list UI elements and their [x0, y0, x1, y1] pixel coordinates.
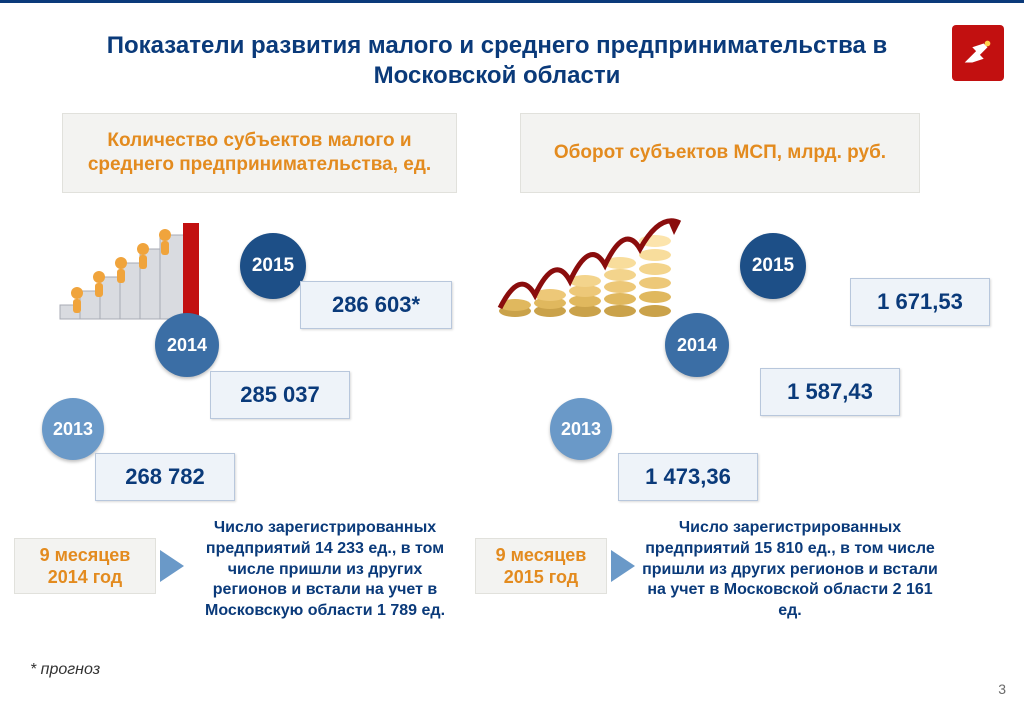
page-number: 3	[998, 681, 1006, 697]
left-value-2013: 268 782	[95, 453, 235, 501]
left-card-title: Количество субъектов малого и среднего п…	[62, 113, 457, 193]
right-card-title: Оборот субъектов МСП, млрд. руб.	[520, 113, 920, 193]
left-year-2015: 2015	[240, 233, 306, 299]
period-2014-label: 9 месяцев 2014 год	[14, 538, 156, 594]
right-value-2013: 1 473,36	[618, 453, 758, 501]
right-year-2014: 2014	[665, 313, 729, 377]
left-year-2013: 2013	[42, 398, 104, 460]
region-crest	[952, 25, 1004, 81]
arrow-icon	[160, 550, 184, 582]
illustration-coins-growth	[490, 213, 690, 323]
illustration-stairs	[55, 213, 215, 323]
left-year-2014: 2014	[155, 313, 219, 377]
left-value-2015: 286 603*	[300, 281, 452, 329]
right-value-2015: 1 671,53	[850, 278, 990, 326]
slide-title: Показатели развития малого и среднего пр…	[60, 31, 934, 91]
right-value-2014: 1 587,43	[760, 368, 900, 416]
period-2015-label: 9 месяцев 2015 год	[475, 538, 607, 594]
period-2014-note: Число зарегистрированных предприятий 14 …	[190, 518, 460, 622]
period-2015-note: Число зарегистрированных предприятий 15 …	[640, 518, 940, 622]
right-year-2015: 2015	[740, 233, 806, 299]
arrow-icon	[611, 550, 635, 582]
right-year-2013: 2013	[550, 398, 612, 460]
left-value-2014: 285 037	[210, 371, 350, 419]
footnote: * прогноз	[30, 661, 100, 679]
